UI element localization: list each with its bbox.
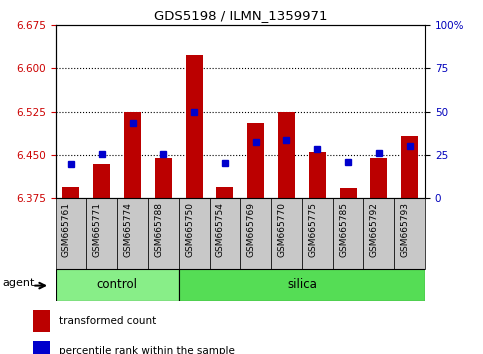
- Text: agent: agent: [3, 278, 35, 289]
- Text: GSM665785: GSM665785: [339, 202, 348, 257]
- Text: GSM665750: GSM665750: [185, 202, 194, 257]
- Bar: [302, 198, 333, 269]
- Bar: [340, 188, 356, 198]
- Text: percentile rank within the sample: percentile rank within the sample: [59, 346, 235, 354]
- Bar: [124, 112, 141, 198]
- Text: GSM665771: GSM665771: [93, 202, 102, 257]
- Text: GSM665793: GSM665793: [400, 202, 410, 257]
- Text: GSM665770: GSM665770: [277, 202, 286, 257]
- Bar: [117, 198, 148, 269]
- Bar: [62, 187, 79, 198]
- Text: GSM665775: GSM665775: [308, 202, 317, 257]
- Bar: [185, 56, 202, 198]
- Bar: [240, 198, 271, 269]
- Bar: [210, 198, 240, 269]
- Text: GSM665769: GSM665769: [247, 202, 256, 257]
- Bar: [33, 341, 50, 354]
- Bar: [93, 164, 110, 198]
- Bar: [394, 198, 425, 269]
- Bar: [179, 198, 210, 269]
- Bar: [155, 158, 172, 198]
- Text: GSM665774: GSM665774: [124, 202, 132, 257]
- Bar: [333, 198, 364, 269]
- Bar: [271, 198, 302, 269]
- Bar: [86, 198, 117, 269]
- Text: GSM665788: GSM665788: [154, 202, 163, 257]
- Text: GSM665754: GSM665754: [216, 202, 225, 257]
- Text: GSM665761: GSM665761: [62, 202, 71, 257]
- Bar: [179, 269, 425, 301]
- Text: control: control: [97, 279, 138, 291]
- Bar: [364, 198, 394, 269]
- Bar: [401, 136, 418, 198]
- Text: transformed count: transformed count: [59, 316, 156, 326]
- Title: GDS5198 / ILMN_1359971: GDS5198 / ILMN_1359971: [154, 9, 327, 22]
- Bar: [56, 269, 179, 301]
- Bar: [216, 187, 233, 198]
- Bar: [56, 198, 86, 269]
- Bar: [33, 310, 50, 331]
- Bar: [309, 152, 326, 198]
- Text: GSM665792: GSM665792: [370, 202, 379, 257]
- Bar: [278, 112, 295, 198]
- Bar: [148, 198, 179, 269]
- Text: silica: silica: [287, 279, 317, 291]
- Bar: [247, 123, 264, 198]
- Bar: [370, 158, 387, 198]
